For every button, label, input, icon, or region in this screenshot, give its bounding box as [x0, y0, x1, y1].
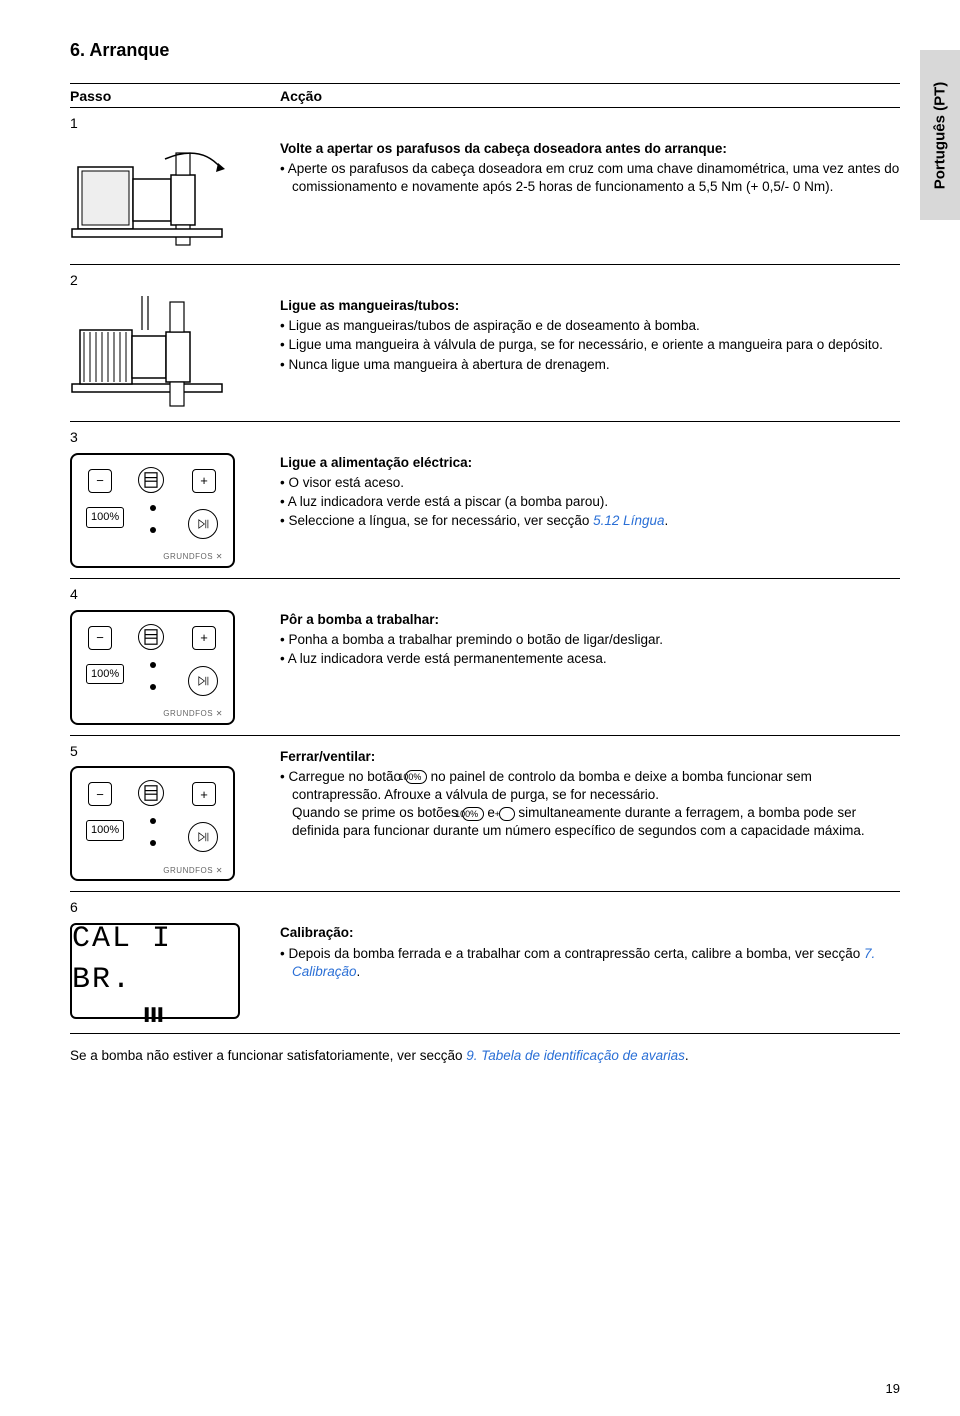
plus-icon: + [192, 626, 216, 650]
step-number: 1 [70, 114, 78, 133]
control-panel-illustration: − + 100% GRUNDFOS ✕ [70, 610, 235, 725]
step-title: Calibração: [280, 924, 900, 942]
rule [70, 83, 900, 84]
step-title: Ligue a alimentação eléctrica: [280, 454, 900, 472]
section-title: 6. Arranque [70, 40, 900, 61]
text: Carregue no botão [288, 769, 404, 784]
bullet: Seleccione a língua, se for necessário, … [292, 512, 900, 530]
button-plus-icon: + [499, 807, 515, 821]
step-left: 1 [70, 114, 280, 254]
step-number: 4 [70, 585, 78, 604]
brand-label: GRUNDFOS ✕ [163, 552, 223, 563]
header-accao: Acção [280, 88, 900, 104]
brand-label: GRUNDFOS ✕ [163, 866, 223, 877]
step-left: 4 − + 100% GRUNDFOS ✕ [70, 585, 280, 725]
step-title: Ligue as mangueiras/tubos: [280, 297, 900, 315]
step-left: 3 − + 100% GRUNDFOS ✕ [70, 428, 280, 568]
brand-label: GRUNDFOS ✕ [163, 709, 223, 720]
minus-icon: − [88, 626, 112, 650]
step-row: 3 − + 100% GRUNDFOS ✕ Ligue a alimentaçã… [70, 421, 900, 578]
start-stop-icon [188, 666, 218, 696]
pump-illustration [70, 139, 240, 254]
bullet-text: Seleccione a língua, se for necessário, … [288, 513, 593, 528]
control-panel-illustration: − + 100% GRUNDFOS ✕ [70, 766, 235, 881]
column-headers: Passo Acção [70, 88, 900, 104]
bullet: A luz indicadora verde está permanenteme… [292, 650, 900, 668]
step-number: 3 [70, 428, 78, 447]
bullet: Ligue uma mangueira à válvula de purga, … [292, 336, 900, 354]
display-text: CAL I BR. [72, 919, 238, 1000]
minus-icon: − [88, 782, 112, 806]
pump-illustration [70, 296, 240, 411]
step-row: 6 CAL I BR. ▌▌▌ Calibração: Depois da bo… [70, 891, 900, 1029]
footer-text: Se a bomba não estiver a funcionar satis… [70, 1048, 466, 1063]
bullet: Ligue as mangueiras/tubos de aspiração e… [292, 317, 900, 335]
text: Quando se prime os botões [292, 805, 462, 820]
step-title: Ferrar/ventilar: [280, 748, 900, 766]
bullet: Nunca ligue uma mangueira à abertura de … [292, 356, 900, 374]
step-content: Calibração: Depois da bomba ferrada e a … [280, 898, 900, 1019]
calibration-display-illustration: CAL I BR. ▌▌▌ [70, 923, 240, 1019]
bullet: A luz indicadora verde está a piscar (a … [292, 493, 900, 511]
led-icon [150, 527, 156, 533]
step-row: 2 Ligue as mangueiras/tubos: [70, 264, 900, 421]
header-passo: Passo [70, 88, 280, 104]
bullet: Carregue no botão 100% no painel de cont… [292, 768, 900, 841]
start-stop-icon [188, 509, 218, 539]
step-number: 5 [70, 742, 78, 761]
language-tab: Português (PT) [920, 50, 960, 220]
minus-icon: − [88, 469, 112, 493]
mode-icon [138, 467, 164, 493]
step-left: 5 − + 100% GRUNDFOS ✕ [70, 742, 280, 882]
footer-note: Se a bomba não estiver a funcionar satis… [70, 1033, 900, 1063]
bullet: Depois da bomba ferrada e a trabalhar co… [292, 945, 900, 981]
step-number: 6 [70, 898, 78, 917]
step-content: Pôr a bomba a trabalhar: Ponha a bomba a… [280, 585, 900, 725]
mode-icon [138, 780, 164, 806]
button-100-icon: 100% [462, 807, 484, 821]
led-icon [150, 662, 156, 668]
step-content: Ligue a alimentação eléctrica: O visor e… [280, 428, 900, 568]
step-title: Volte a apertar os parafusos da cabeça d… [280, 140, 900, 158]
step-content: Ferrar/ventilar: Carregue no botão 100% … [280, 742, 900, 882]
bullet-text: Depois da bomba ferrada e a trabalhar co… [288, 946, 864, 961]
step-row: 1 Volte a apertar os parafusos da cabeça… [70, 107, 900, 264]
button-100-icon: 100% [405, 770, 427, 784]
step-left: 2 [70, 271, 280, 411]
mode-icon [138, 624, 164, 650]
bars-icon: ▌▌▌ [145, 1006, 165, 1024]
step-row: 4 − + 100% GRUNDFOS ✕ Pôr a bomba a trab… [70, 578, 900, 735]
display-value: 100% [86, 507, 124, 528]
display-value: 100% [86, 664, 124, 685]
section-link[interactable]: 5.12 Língua [593, 513, 664, 528]
step-content: Volte a apertar os parafusos da cabeça d… [280, 114, 900, 254]
section-link[interactable]: 9. Tabela de identificação de avarias [466, 1048, 685, 1063]
bullet: Aperte os parafusos da cabeça doseadora … [292, 160, 900, 196]
step-row: 5 − + 100% GRUNDFOS ✕ Ferrar/ventilar: C… [70, 735, 900, 892]
led-icon [150, 505, 156, 511]
bullet: Ponha a bomba a trabalhar premindo o bot… [292, 631, 900, 649]
control-panel-illustration: − + 100% GRUNDFOS ✕ [70, 453, 235, 568]
page-number: 19 [886, 1381, 900, 1396]
step-number: 2 [70, 271, 78, 290]
led-icon [150, 818, 156, 824]
step-title: Pôr a bomba a trabalhar: [280, 611, 900, 629]
plus-icon: + [192, 782, 216, 806]
bullet: O visor está aceso. [292, 474, 900, 492]
start-stop-icon [188, 822, 218, 852]
display-value: 100% [86, 820, 124, 841]
language-label: Português (PT) [932, 81, 949, 189]
step-left: 6 CAL I BR. ▌▌▌ [70, 898, 280, 1019]
step-content: Ligue as mangueiras/tubos: Ligue as mang… [280, 271, 900, 411]
plus-icon: + [192, 469, 216, 493]
led-icon [150, 684, 156, 690]
led-icon [150, 840, 156, 846]
